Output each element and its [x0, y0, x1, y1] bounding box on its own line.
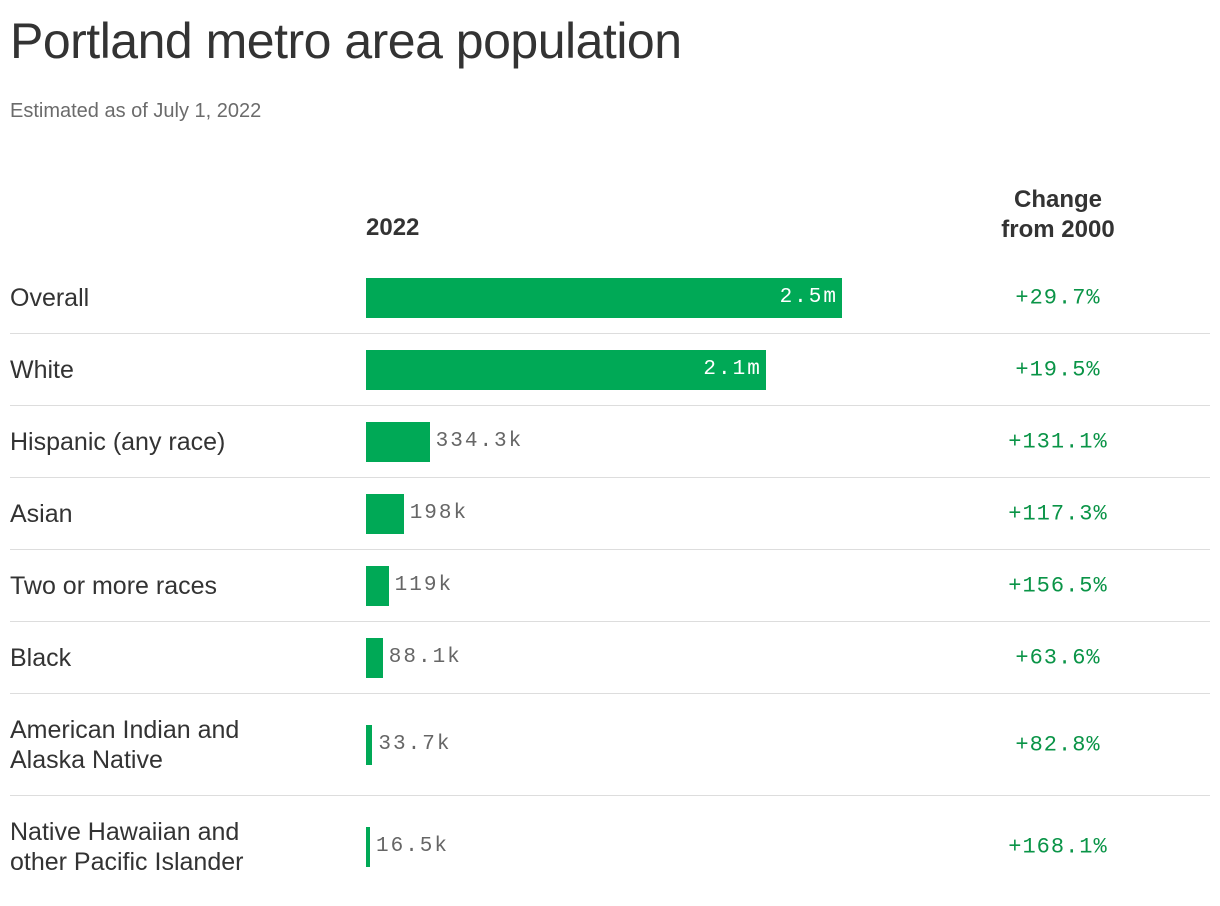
- value-label: 16.5k: [376, 835, 450, 858]
- bar: [366, 565, 389, 606]
- table-row: Black 88.1k +63.6%: [10, 622, 1210, 694]
- category-label: Overall: [10, 283, 90, 312]
- bar-container: 2.5m: [366, 277, 842, 318]
- category-label: Native Hawaiian and other Pacific Island…: [10, 817, 244, 876]
- change-label: +29.7%: [1015, 285, 1101, 310]
- change-label: +131.1%: [1008, 429, 1108, 454]
- value-label: 198k: [409, 502, 469, 525]
- category-label: American Indian and Alaska Native: [10, 715, 240, 774]
- value-label: 119k: [394, 574, 454, 597]
- change-label: +63.6%: [1015, 645, 1101, 670]
- table-row: Two or more races 119k +156.5%: [10, 550, 1210, 622]
- value-label: 88.1k: [388, 646, 462, 669]
- table-row: Native Hawaiian and other Pacific Island…: [10, 796, 1210, 897]
- table-row: Hispanic (any race) 334.3k +131.1%: [10, 406, 1210, 478]
- table-row: American Indian and Alaska Native 33.7k +8…: [10, 694, 1210, 796]
- category-label: Hispanic (any race): [10, 427, 226, 456]
- value-label: 2.5m: [779, 285, 838, 309]
- change-label: +117.3%: [1008, 501, 1108, 526]
- bar-rows: Overall 2.5m +29.7% White 2.1m +19.5% Hispanic…: [10, 262, 1210, 897]
- table-row: Asian 198k +117.3%: [10, 478, 1210, 550]
- bar-container: 334.3k: [366, 421, 524, 462]
- bar: [366, 421, 430, 462]
- table-row: White 2.1m +19.5%: [10, 334, 1210, 406]
- bar-container: 119k: [366, 565, 454, 606]
- bar-container: 33.7k: [366, 724, 452, 765]
- chart-title: Portland metro area population: [10, 13, 682, 69]
- value-label: 33.7k: [378, 733, 452, 756]
- table-row: Overall 2.5m +29.7%: [10, 262, 1210, 334]
- bar-container: 2.1m: [366, 349, 766, 390]
- category-label: Two or more races: [10, 571, 218, 600]
- bar: [366, 826, 370, 867]
- bar: [366, 637, 383, 678]
- value-label: 334.3k: [435, 430, 524, 453]
- column-header-change: Change from 2000: [1001, 186, 1115, 243]
- change-label: +82.8%: [1015, 732, 1101, 757]
- chart-subtitle: Estimated as of July 1, 2022: [10, 100, 262, 122]
- change-label: +19.5%: [1015, 357, 1101, 382]
- bar-container: 88.1k: [366, 637, 462, 678]
- category-label: Black: [10, 643, 72, 672]
- bar: 2.5m: [366, 277, 842, 318]
- column-header-2022: 2022: [366, 214, 420, 241]
- category-label: White: [10, 355, 74, 384]
- bar-container: 16.5k: [366, 826, 450, 867]
- change-label: +156.5%: [1008, 573, 1108, 598]
- bar-container: 198k: [366, 493, 469, 534]
- bar: [366, 493, 404, 534]
- bar: [366, 724, 373, 765]
- value-label: 2.1m: [703, 357, 762, 381]
- change-label: +168.1%: [1008, 834, 1108, 859]
- category-label: Asian: [10, 499, 73, 528]
- bar: 2.1m: [366, 349, 766, 390]
